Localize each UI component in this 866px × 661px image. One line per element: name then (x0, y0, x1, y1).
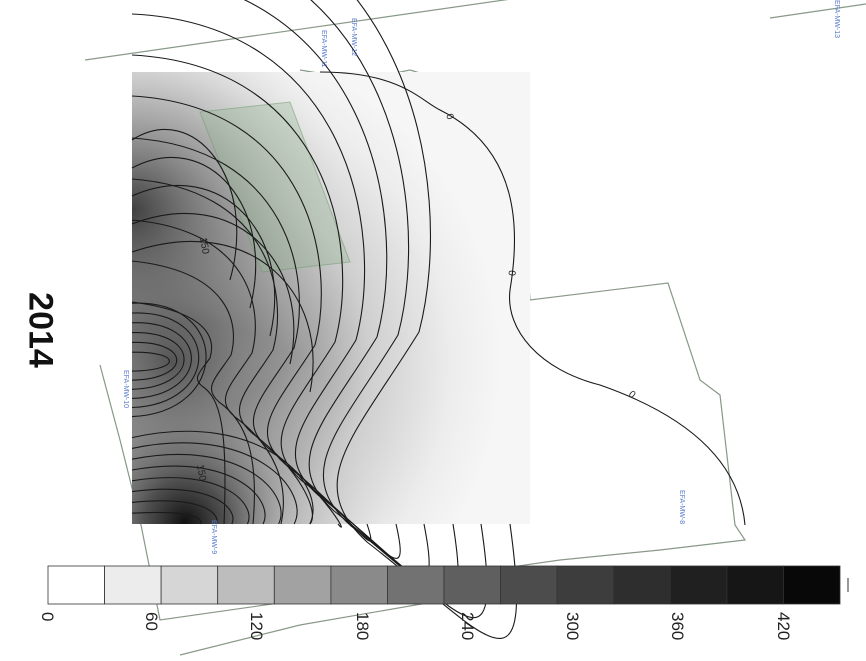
contour-ring (131, 453, 282, 525)
contour-line (131, 184, 276, 337)
legend-bin (217, 565, 275, 605)
contour-line (131, 260, 255, 525)
contour-line (131, 137, 342, 528)
contour-ring (131, 500, 218, 525)
contour-line (131, 219, 284, 525)
svg-text:EFA-MW-9: EFA-MW-9 (210, 520, 217, 554)
contour-ring (131, 477, 250, 525)
contour-line (131, 301, 226, 525)
legend-bin (613, 565, 671, 605)
contour-line (336, 0, 518, 639)
contour-ring (131, 332, 185, 390)
legend-bin (160, 565, 219, 605)
legend-tick-label: 300 (563, 612, 582, 640)
contour-label: 150 (194, 464, 208, 483)
contour-ring (131, 312, 200, 409)
svg-text:EFA-MW-11: EFA-MW-11 (320, 30, 327, 68)
legend-bin (273, 565, 332, 605)
contour-zero (319, 71, 746, 526)
contour-ring (131, 322, 192, 399)
contour-label: 0 (443, 112, 455, 121)
legend-tick-label: 180 (353, 612, 372, 640)
legend-bin (104, 565, 162, 605)
contour-ring (131, 511, 202, 525)
legend-tick-labels: 0 60 120 180 240 300 360 420 (38, 612, 793, 640)
contour-label: 0 (626, 389, 638, 401)
color-legend (47, 565, 849, 605)
svg-text:EFA-MW-10: EFA-MW-10 (122, 370, 129, 408)
year-title: 2014 (10, 270, 70, 390)
contour-line (131, 178, 313, 525)
contour-ring (131, 341, 177, 381)
svg-text:EFA-MW-12: EFA-MW-12 (350, 18, 357, 56)
legend-bin (783, 565, 841, 605)
legend-bin (556, 565, 615, 605)
contour-ring (131, 430, 314, 525)
legend-bin (443, 565, 501, 605)
contour-label: 150 (197, 237, 211, 256)
contour-line (310, 0, 488, 619)
concentration-surface (132, 72, 530, 524)
contour-ring (131, 351, 170, 372)
contour-ring (131, 465, 266, 525)
legend-bin (726, 565, 784, 605)
legend-tick-label: 360 (668, 612, 687, 640)
contour-ring (131, 442, 298, 525)
legend-tick-label: 60 (142, 612, 161, 631)
well-labels: EFA-MW-12 EFA-MW-11 EFA-MW-10 EFA-MW-9 E… (122, 0, 840, 554)
contour-line (131, 156, 257, 309)
contour-ring (131, 488, 234, 525)
legend-bin (669, 565, 728, 605)
legend-bin (330, 565, 388, 605)
contour-line (131, 128, 238, 281)
legend-tick-label: 0 (38, 612, 57, 621)
contour-label: 0 (505, 270, 516, 277)
svg-text:EFA-MW-13: EFA-MW-13 (833, 0, 840, 38)
legend-bin (386, 565, 445, 605)
contour-line (131, 241, 314, 393)
contour-ring (131, 302, 207, 418)
legend-bin (47, 565, 105, 605)
legend-tick-label: 420 (774, 612, 793, 640)
year-label: 2014 (21, 292, 60, 368)
contour-value-labels: 0 0 0 150 150 (194, 112, 638, 482)
svg-text:EFA-MW-8: EFA-MW-8 (678, 490, 685, 524)
legend-tick-label: 120 (247, 612, 266, 640)
contour-line (131, 213, 295, 365)
legend-tick-label: 240 (458, 612, 477, 640)
contour-lines (131, 0, 746, 639)
legend-bin (500, 565, 558, 605)
